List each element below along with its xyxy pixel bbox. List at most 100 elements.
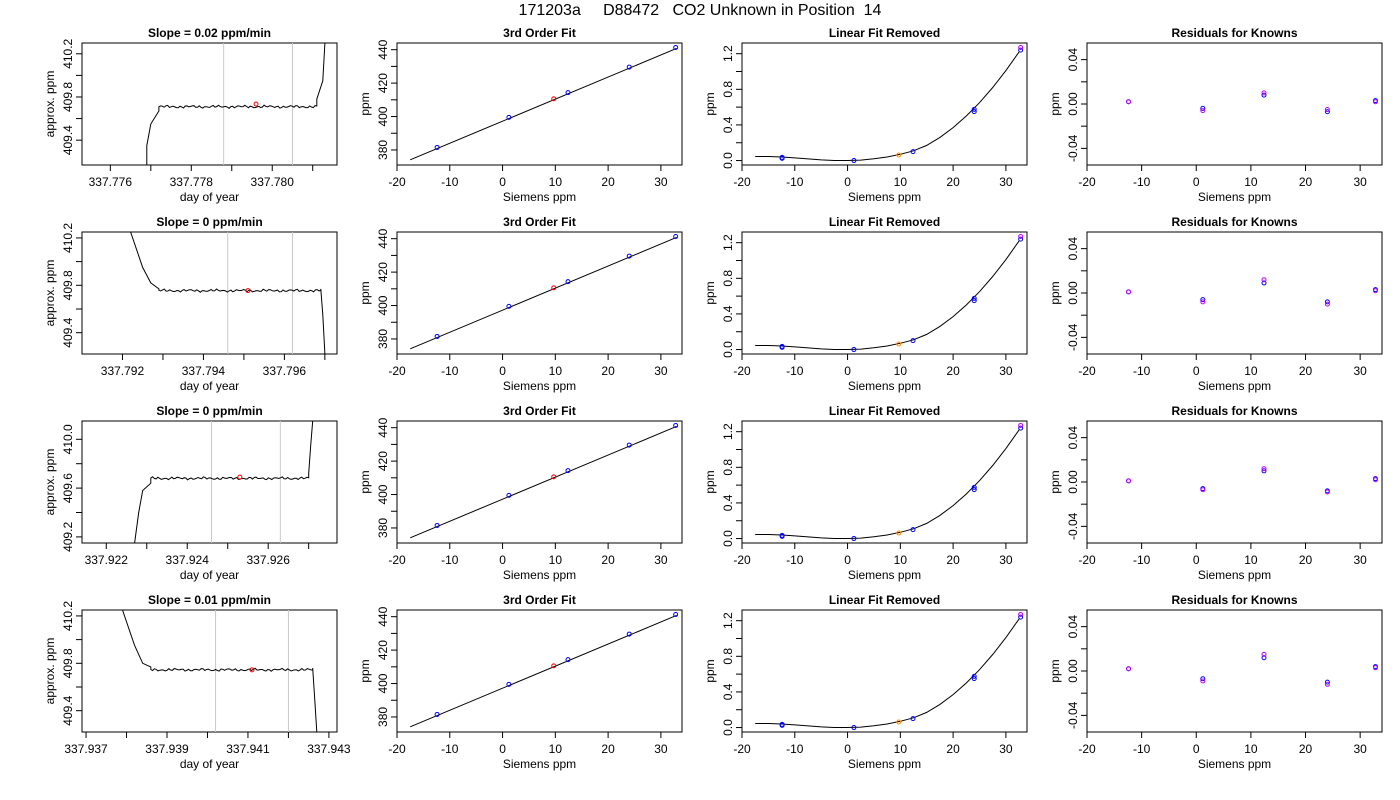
panel-r3-c2: Linear Fit Removed -20 -10 0 10 20 30 0.0 0.4 0.8… — [703, 593, 1028, 771]
x-tick-label: 30 — [654, 742, 668, 756]
plot-area — [122, 610, 318, 732]
known-point — [626, 253, 632, 259]
x-tick-label: 337.794 — [182, 364, 226, 378]
residual-point — [1126, 666, 1132, 672]
y-tick-label: 1.2 — [721, 423, 735, 440]
unknown-mean-point — [237, 474, 243, 480]
y-tick-label: 380 — [376, 140, 390, 160]
known-point — [1018, 614, 1024, 620]
page-title: 171203a D88472 CO2 Unknown in Position 1… — [518, 2, 882, 19]
y-tick-label: 0.8 — [721, 459, 735, 476]
y-axis-label: ppm — [358, 92, 372, 115]
x-tick-label: 10 — [549, 175, 563, 189]
fit-line — [410, 236, 677, 350]
x-tick-label: 337.941 — [226, 742, 270, 756]
x-tick-label: 0 — [1193, 364, 1200, 378]
y-tick-label: 440 — [376, 228, 390, 248]
residual-point — [1200, 297, 1206, 303]
unknown-point — [551, 285, 557, 291]
y-tick-label: 0.00 — [1066, 470, 1080, 494]
x-tick-label: 20 — [1299, 175, 1313, 189]
y-tick-label: 0.4 — [721, 116, 735, 133]
plot-frame — [741, 231, 1028, 355]
x-tick-label: 10 — [894, 742, 908, 756]
panel-r3-c0: Slope = 0.01 ppm/min 337.937 337.939 337.94… — [43, 593, 351, 771]
x-axis-label: day of year — [180, 757, 239, 771]
x-tick-label: 337.792 — [101, 364, 145, 378]
y-tick-label: 0.4 — [721, 494, 735, 511]
known-point — [565, 468, 571, 474]
residual-point — [1372, 477, 1378, 483]
known-point — [971, 487, 977, 493]
y-tick-label: 400 — [376, 295, 390, 315]
fit-line — [410, 425, 677, 539]
y-axis-label: ppm — [358, 470, 372, 493]
residual-point — [1200, 108, 1206, 114]
known-point — [971, 484, 977, 490]
y-tick-label: 0.04 — [1066, 237, 1080, 261]
y-tick-label: 409.8 — [61, 648, 75, 678]
x-axis-label: Siemens ppm — [848, 568, 921, 582]
y-tick-label: 0.00 — [1066, 281, 1080, 305]
panel-r2-c2: Linear Fit Removed -20 -10 0 10 20 30 0.0 0.4 0.8… — [703, 404, 1028, 582]
y-tick-label: 0.0 — [721, 530, 735, 547]
panel-r1-c3: Residuals for Knowns -20 -10 0 10 20 30 -0.04 0.… — [1048, 215, 1383, 393]
y-tick-label: 410.2 — [61, 601, 75, 631]
panel-r3-c3: Residuals for Knowns -20 -10 0 10 20 30 -0.04 0.… — [1048, 593, 1383, 771]
residual-point — [1324, 679, 1330, 685]
x-tick-label: 20 — [1299, 364, 1313, 378]
panel-r2-c3: Residuals for Knowns -20 -10 0 10 20 30 -0.04 0.… — [1048, 404, 1383, 582]
known-point — [565, 279, 571, 285]
unknown-point — [551, 474, 557, 480]
x-tick-label: -10 — [441, 175, 459, 189]
residual-point — [1372, 665, 1378, 671]
y-axis-label: approx. ppm — [43, 71, 57, 138]
x-tick-label: 30 — [999, 175, 1013, 189]
x-tick-label: -10 — [1133, 364, 1151, 378]
plot-area — [410, 423, 679, 539]
x-tick-label: 10 — [894, 553, 908, 567]
panel-title: Residuals for Knowns — [1171, 215, 1297, 229]
plot-frame — [81, 42, 338, 166]
y-axis-label: ppm — [1048, 470, 1062, 493]
x-tick-label: -20 — [1078, 553, 1096, 567]
known-point — [1018, 47, 1024, 53]
y-tick-label: -0.04 — [1066, 323, 1080, 351]
y-tick-label: 0.8 — [721, 81, 735, 98]
known-point — [779, 533, 785, 539]
known-point — [971, 676, 977, 682]
known-point — [851, 536, 857, 542]
unknown-point — [551, 96, 557, 102]
y-axis-label: approx. ppm — [43, 449, 57, 516]
residual-point — [1261, 92, 1267, 98]
x-tick-label: 10 — [894, 175, 908, 189]
x-axis-label: day of year — [180, 190, 239, 204]
plot-area — [755, 233, 1024, 353]
x-tick-label: 0 — [844, 742, 851, 756]
plot-frame — [741, 609, 1028, 733]
x-tick-label: 10 — [894, 364, 908, 378]
panel-title: Residuals for Knowns — [1171, 26, 1297, 40]
known-point — [779, 722, 785, 728]
panel-r1-c0: Slope = 0 ppm/min 337.792 337.794 337.796 40… — [43, 215, 338, 393]
y-tick-label: 420 — [376, 262, 390, 282]
y-tick-label: 400 — [376, 673, 390, 693]
x-tick-label: 20 — [601, 364, 615, 378]
unknown-point — [896, 341, 902, 347]
plot-frame — [396, 420, 683, 544]
y-tick-label: 440 — [376, 606, 390, 626]
y-axis-label: ppm — [1048, 92, 1062, 115]
plot-frame — [81, 231, 338, 355]
panel-title: Slope = 0.02 ppm/min — [148, 26, 271, 40]
y-tick-label: 0.0 — [721, 719, 735, 736]
known-point — [506, 681, 512, 687]
x-tick-label: 337.943 — [307, 742, 351, 756]
residual-point — [1324, 301, 1330, 307]
y-tick-label: 409.8 — [61, 82, 75, 112]
x-tick-label: -10 — [1133, 553, 1151, 567]
unknown-point — [551, 663, 557, 669]
x-tick-label: 20 — [946, 175, 960, 189]
y-tick-label: 420 — [376, 451, 390, 471]
known-point — [626, 64, 632, 70]
x-tick-label: 337.776 — [89, 175, 133, 189]
